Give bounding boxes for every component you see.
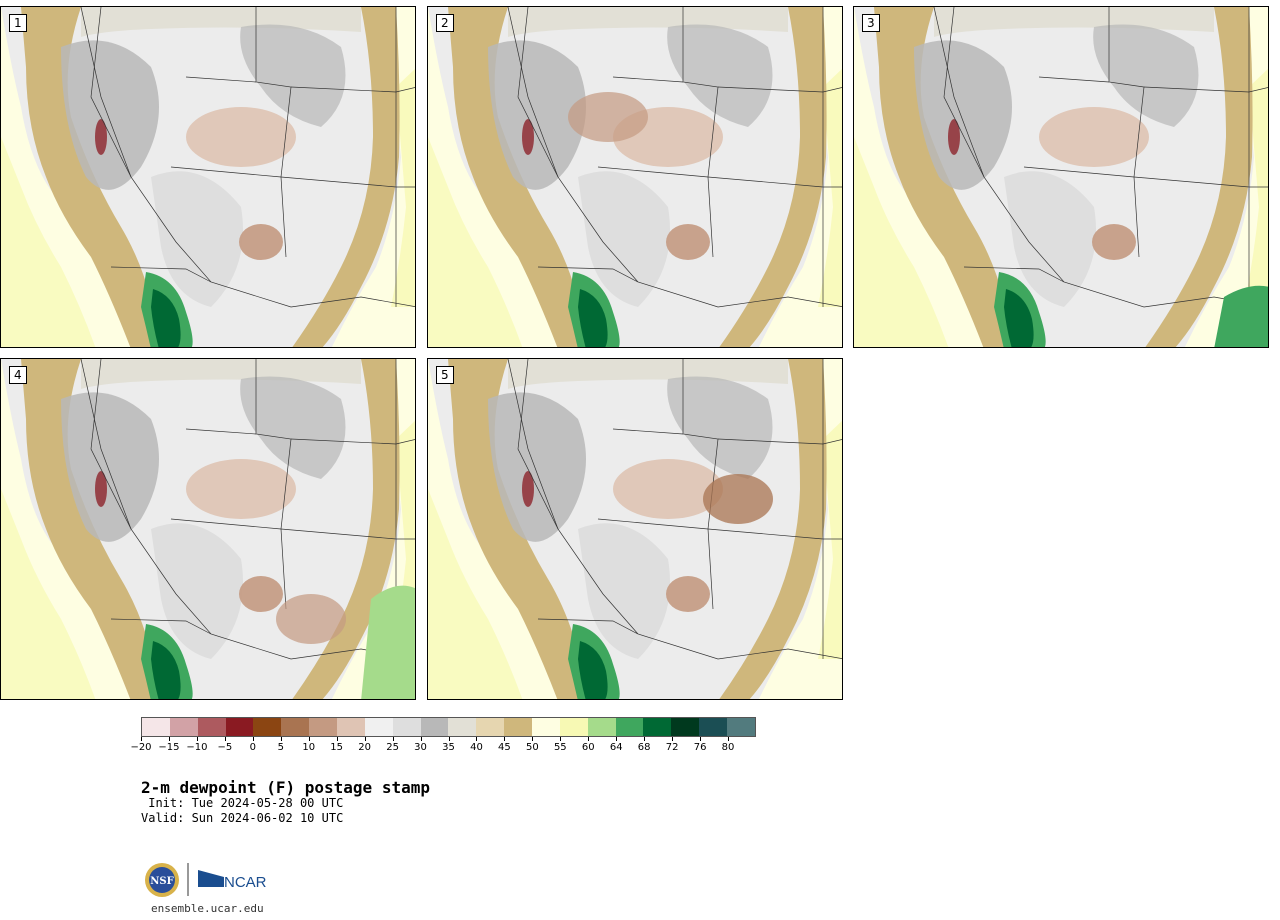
panel-label: 1 xyxy=(9,14,27,32)
colorbar-tick xyxy=(672,737,674,741)
colorbar-tick-label: −20 xyxy=(130,742,152,753)
colorbar-segment xyxy=(253,718,282,736)
colorbar-tick-label: 25 xyxy=(386,742,399,753)
colorbar-segment xyxy=(671,718,700,736)
colorbar-segment xyxy=(532,718,560,736)
colorbar-tick-label: −10 xyxy=(186,742,208,753)
colorbar-tick-label: 55 xyxy=(553,742,567,753)
colorbar-tick xyxy=(728,737,730,741)
colorbar-tick xyxy=(392,737,394,741)
colorbar-tick-label: −15 xyxy=(158,742,180,753)
colorbar-tick xyxy=(700,737,702,741)
colorbar-tick-label: 76 xyxy=(693,742,707,753)
map-panel: 2 xyxy=(427,6,843,348)
colorbar-tick-label: 15 xyxy=(330,742,344,753)
colorbar xyxy=(141,717,756,737)
colorbar-segment xyxy=(281,718,310,736)
colorbar-ticks: −20 −15 −10 −5 0 5 10 15 20 25 30 35 40 45 50 55 60 64 68 7… xyxy=(130,737,756,757)
colorbar-tick xyxy=(252,737,254,741)
panel-label: 5 xyxy=(436,366,454,384)
colorbar-segment xyxy=(476,718,505,736)
panel-label: 2 xyxy=(436,14,454,32)
panel-label: 3 xyxy=(862,14,880,32)
colorbar-tick xyxy=(476,737,478,741)
ncar-logo-text: NCAR xyxy=(224,874,267,891)
colorbar-tick xyxy=(532,737,534,741)
colorbar-segment xyxy=(727,718,755,736)
colorbar-tick-label: 40 xyxy=(470,742,483,753)
colorbar-segment xyxy=(197,718,226,736)
nsf-logo-text: NSF xyxy=(150,876,173,887)
colorbar-tick xyxy=(308,737,310,741)
dewpoint-map xyxy=(854,7,1268,347)
colorbar-tick-label: 50 xyxy=(525,742,539,753)
colorbar-segment xyxy=(615,718,644,736)
footer-url: ensemble.ucar.edu xyxy=(151,902,264,915)
colorbar-tick xyxy=(616,737,618,741)
map-panel: 3 xyxy=(853,6,1269,348)
colorbar-tick-label: −5 xyxy=(217,742,233,753)
colorbar-segment xyxy=(142,718,170,736)
logos: NSF NCAR xyxy=(145,863,267,897)
colorbar-segment xyxy=(364,718,393,736)
colorbar-segment xyxy=(643,718,672,736)
map-panel: 5 xyxy=(427,358,843,700)
colorbar-tick xyxy=(364,737,366,741)
colorbar-tick xyxy=(644,737,646,741)
colorbar-tick xyxy=(168,737,170,741)
colorbar-tick xyxy=(196,737,198,741)
valid-time: Valid: Sun 2024-06-02 10 UTC xyxy=(141,811,344,825)
colorbar-segment xyxy=(420,718,449,736)
colorbar-tick xyxy=(224,737,226,741)
colorbar-segment xyxy=(337,718,365,736)
colorbar-tick xyxy=(420,737,422,741)
colorbar-tick xyxy=(448,737,450,741)
colorbar-segment xyxy=(392,718,421,736)
init-time: Init: Tue 2024-05-28 00 UTC xyxy=(141,796,344,810)
colorbar-tick-label: 64 xyxy=(609,742,623,753)
colorbar-tick-label: 68 xyxy=(637,742,651,753)
colorbar-tick xyxy=(280,737,282,741)
colorbar-tick-label: 45 xyxy=(498,742,511,753)
dewpoint-map xyxy=(428,359,842,699)
dewpoint-map xyxy=(428,7,842,347)
colorbar-tick-label: 60 xyxy=(581,742,595,753)
colorbar-tick xyxy=(141,737,142,741)
colorbar-tick xyxy=(504,737,506,741)
colorbar-segment xyxy=(448,718,477,736)
colorbar-tick-label: 5 xyxy=(277,742,284,753)
colorbar-tick xyxy=(560,737,562,741)
colorbar-segment xyxy=(225,718,254,736)
map-panel: 1 xyxy=(0,6,416,348)
colorbar-segment xyxy=(309,718,338,736)
colorbar-tick-label: 20 xyxy=(358,742,371,753)
dewpoint-map xyxy=(1,359,415,699)
panel-label: 4 xyxy=(9,366,27,384)
colorbar-segment xyxy=(699,718,728,736)
map-panel: 4 xyxy=(0,358,416,700)
colorbar-tick-label: 35 xyxy=(442,742,455,753)
ncar-logo-icon: NCAR xyxy=(198,870,267,891)
colorbar-tick-label: 30 xyxy=(414,742,427,753)
figure-title: 2-m dewpoint (F) postage stamp xyxy=(141,778,430,797)
dewpoint-map xyxy=(1,7,415,347)
colorbar-segment xyxy=(169,718,198,736)
colorbar-tick-label: 80 xyxy=(721,742,735,753)
colorbar-segment xyxy=(504,718,533,736)
colorbar-tick-label: 0 xyxy=(249,742,256,753)
colorbar-tick xyxy=(588,737,590,741)
colorbar-tick-label: 10 xyxy=(302,742,316,753)
colorbar-tick xyxy=(336,737,338,741)
colorbar-segment xyxy=(559,718,588,736)
colorbar-segment xyxy=(587,718,616,736)
colorbar-tick-label: 72 xyxy=(665,742,679,753)
nsf-logo-icon: NSF xyxy=(145,863,179,897)
